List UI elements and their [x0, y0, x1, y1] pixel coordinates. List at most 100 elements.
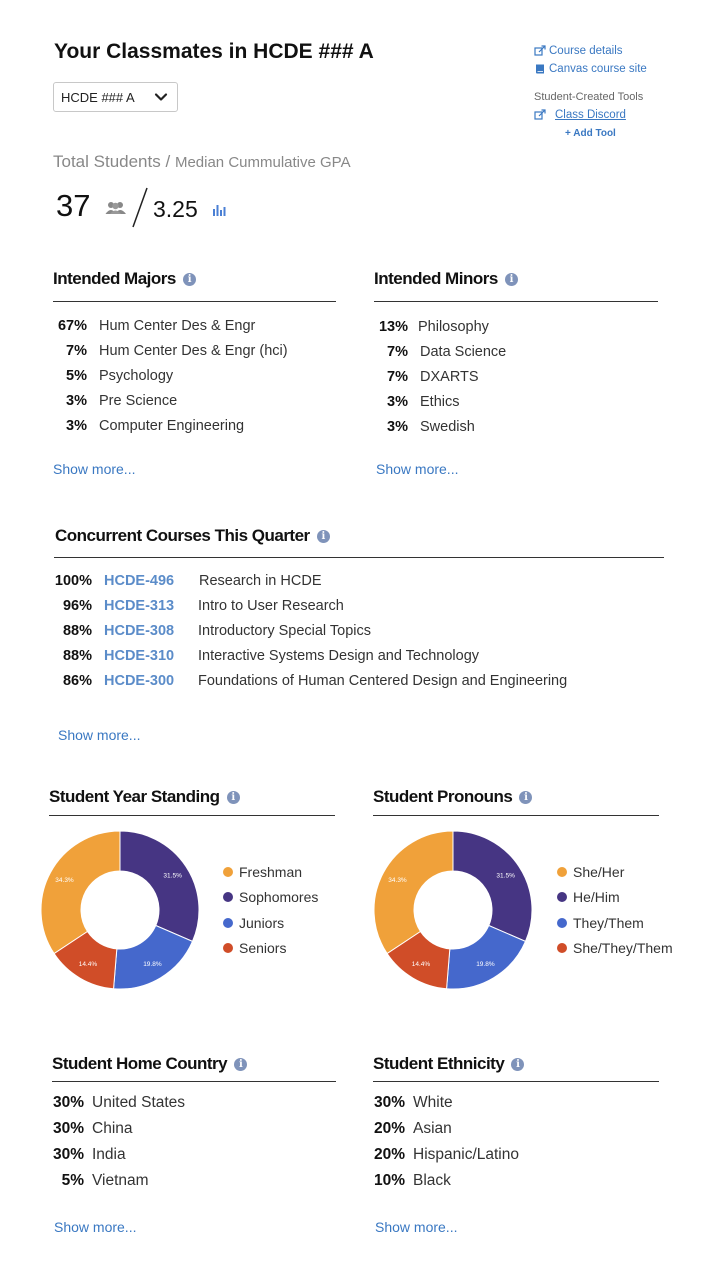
- course-code-link[interactable]: HCDE-496: [104, 572, 175, 589]
- list-item: 3% Pre Science: [53, 388, 343, 413]
- chevron-down-icon: [154, 93, 168, 101]
- list-item-label: Psychology: [99, 367, 174, 384]
- courses-divider: [54, 557, 664, 558]
- legend-item: She/They/Them: [557, 936, 697, 962]
- list-item-label: Computer Engineering: [99, 417, 245, 434]
- list-item: 30% White: [373, 1090, 673, 1116]
- list-item-label: Data Science: [420, 343, 507, 360]
- list-item-label: Ethics: [420, 393, 460, 410]
- people-icon: [105, 202, 126, 214]
- external-link-icon: [534, 109, 546, 120]
- pronouns-legend: She/Her He/Him They/Them She/They/Them: [557, 859, 697, 961]
- legend-item: She/Her: [557, 859, 697, 885]
- donut-slice-label: 19.8%: [476, 961, 495, 968]
- list-item-label: Pre Science: [99, 392, 178, 409]
- section-select[interactable]: HCDE ### A: [53, 82, 178, 112]
- list-item: 20% Hispanic/Latino: [373, 1142, 673, 1168]
- list-item-label: United States: [92, 1094, 186, 1111]
- minors-list: 13% Philosophy 7% Data Science 7% DXARTS 3%…: [374, 314, 664, 439]
- legend-label: He/Him: [573, 889, 620, 906]
- course-name: Research in HCDE: [199, 572, 322, 589]
- list-item-label: Black: [413, 1172, 451, 1189]
- list-item: 67% Hum Center Des & Engr: [53, 313, 343, 338]
- legend-swatch: [557, 943, 567, 954]
- courses-title-text: Concurrent Courses This Quarter: [55, 526, 310, 545]
- list-item-pct: 30%: [52, 1094, 84, 1111]
- year-standing-title-text: Student Year Standing: [49, 787, 220, 806]
- pronouns-title-text: Student Pronouns: [373, 787, 513, 806]
- info-icon[interactable]: i: [226, 790, 240, 804]
- course-code-link[interactable]: HCDE-308: [104, 622, 175, 639]
- list-item-label: China: [92, 1120, 133, 1137]
- course-code-link[interactable]: HCDE-300: [104, 672, 175, 689]
- list-item-pct: 7%: [387, 343, 408, 360]
- external-link-icon: [534, 45, 546, 56]
- donut-slice-label: 14.4%: [79, 961, 98, 968]
- list-item-pct: 7%: [66, 342, 87, 359]
- legend-swatch: [223, 943, 233, 954]
- list-item-pct: 3%: [387, 393, 408, 410]
- list-item: 3% Ethics: [374, 389, 664, 414]
- course-details-link[interactable]: Course details: [534, 42, 704, 60]
- course-name: Foundations of Human Centered Design and…: [198, 672, 568, 689]
- class-discord-link[interactable]: Class Discord: [534, 106, 704, 124]
- info-icon[interactable]: i: [234, 1057, 248, 1071]
- ethnicity-show-more-link[interactable]: Show more...: [375, 1219, 458, 1235]
- list-item-label: Swedish: [420, 418, 475, 435]
- donut-slice-label: 34.3%: [388, 877, 407, 884]
- course-code-link[interactable]: HCDE-310: [104, 647, 175, 664]
- info-icon[interactable]: i: [504, 272, 518, 286]
- list-item-pct: 30%: [52, 1120, 84, 1137]
- info-icon[interactable]: i: [511, 1057, 525, 1071]
- donut-slice-sophomores: [119, 830, 200, 943]
- legend-item: He/Him: [557, 885, 697, 911]
- list-item: 20% Asian: [373, 1116, 673, 1142]
- legend-label: Seniors: [239, 940, 287, 957]
- list-item: 7% Hum Center Des & Engr (hci): [53, 338, 343, 363]
- majors-list: 67% Hum Center Des & Engr 7% Hum Center De…: [53, 313, 343, 438]
- legend-item: They/Them: [557, 910, 697, 936]
- course-row: 88% HCDE-308 Introductory Special Topics: [54, 618, 674, 643]
- course-code-link[interactable]: HCDE-313: [104, 597, 175, 614]
- legend-label: Sophomores: [239, 889, 319, 906]
- list-item-pct: 3%: [387, 418, 408, 435]
- list-item-pct: 5%: [61, 1172, 84, 1189]
- course-row: 100% HCDE-496 Research in HCDE: [54, 568, 674, 593]
- list-item-label: India: [92, 1146, 126, 1163]
- list-item-pct: 13%: [378, 318, 408, 335]
- info-icon[interactable]: i: [316, 529, 330, 543]
- year-standing-legend: Freshman Sophomores Juniors Seniors: [223, 859, 318, 961]
- course-pct: 86%: [62, 672, 92, 689]
- list-item-pct: 5%: [66, 367, 87, 384]
- add-tool-button[interactable]: + Add Tool: [565, 128, 616, 139]
- list-item-pct: 7%: [387, 368, 408, 385]
- home-country-title: Student Home Country i: [52, 1054, 248, 1074]
- list-item: 7% DXARTS: [374, 364, 664, 389]
- info-icon[interactable]: i: [182, 272, 196, 286]
- courses-show-more-link[interactable]: Show more...: [58, 727, 141, 743]
- list-item-pct: 30%: [373, 1094, 405, 1111]
- canvas-site-link[interactable]: Canvas course site: [534, 60, 704, 78]
- donut-slice-label: 31.5%: [163, 872, 182, 879]
- minors-show-more-link[interactable]: Show more...: [376, 461, 459, 477]
- pronouns-divider: [373, 815, 659, 816]
- page-title: Your Classmates in HCDE ### A: [54, 40, 374, 63]
- legend-swatch: [557, 917, 567, 928]
- course-pct: 88%: [62, 647, 92, 664]
- stats-divider: [132, 187, 148, 228]
- donut-slice-she-they-them: [386, 930, 451, 990]
- info-icon[interactable]: i: [519, 790, 533, 804]
- home-country-divider: [52, 1081, 336, 1082]
- minors-title-text: Intended Minors: [374, 269, 498, 288]
- majors-show-more-link[interactable]: Show more...: [53, 461, 136, 477]
- home-country-title-text: Student Home Country: [52, 1054, 228, 1073]
- legend-item: Freshman: [223, 859, 318, 885]
- majors-divider: [53, 301, 336, 302]
- list-item-pct: 67%: [57, 317, 87, 334]
- canvas-site-label: Canvas course site: [549, 63, 647, 75]
- stats-label: Total Students / Median Cummulative GPA: [53, 152, 351, 172]
- list-item: 7% Data Science: [374, 339, 664, 364]
- list-item-label: Hum Center Des & Engr: [99, 317, 256, 334]
- home-country-show-more-link[interactable]: Show more...: [54, 1219, 137, 1235]
- legend-swatch: [557, 866, 567, 877]
